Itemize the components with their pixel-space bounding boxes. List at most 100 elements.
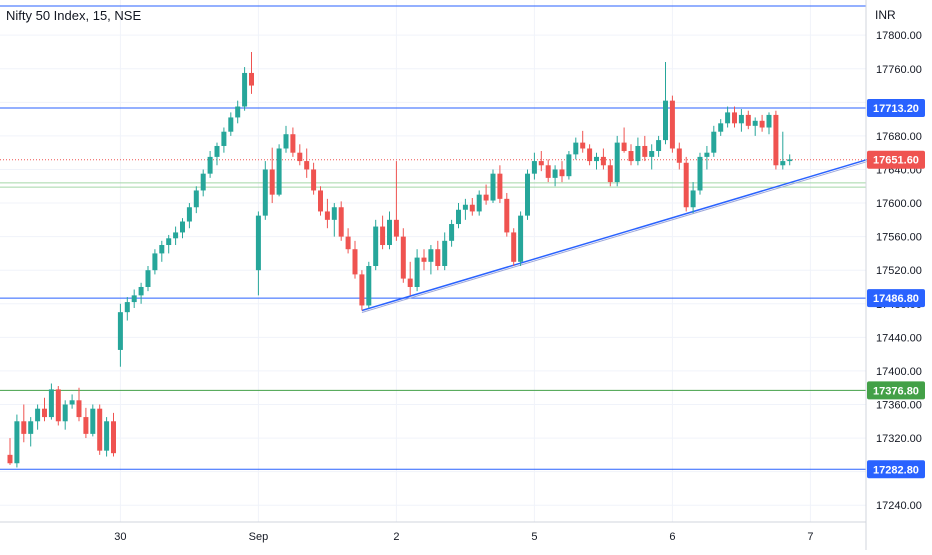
candle-body bbox=[400, 236, 406, 279]
ascending-trendline[interactable] bbox=[361, 156, 876, 312]
candle-body bbox=[545, 165, 551, 178]
candle bbox=[324, 198, 330, 229]
candle bbox=[787, 154, 793, 166]
candle-body bbox=[490, 173, 496, 201]
level-17376-label-bg bbox=[867, 381, 925, 400]
chart-grid bbox=[0, 0, 866, 522]
candle bbox=[359, 270, 365, 311]
candle bbox=[214, 142, 220, 166]
level-17282-label-text: 17282.80 bbox=[873, 464, 919, 476]
candle bbox=[752, 117, 758, 136]
candle bbox=[7, 438, 13, 465]
candle bbox=[766, 112, 772, 135]
candle-body bbox=[580, 142, 586, 149]
candle-body bbox=[131, 295, 137, 303]
candle bbox=[400, 228, 406, 283]
candle bbox=[497, 165, 503, 204]
candle-body bbox=[773, 114, 779, 166]
candle-body bbox=[711, 131, 717, 153]
ascending-trendline-shadow bbox=[361, 158, 876, 313]
currency-label: INR bbox=[875, 8, 896, 22]
chart-title: Nifty 50 Index, 15, NSE bbox=[6, 8, 142, 23]
candle bbox=[725, 106, 731, 128]
candle-body bbox=[669, 100, 675, 149]
x-axis: 30 Sep 2 5 6 7 bbox=[0, 521, 866, 543]
candle bbox=[138, 282, 144, 304]
candle bbox=[297, 144, 303, 166]
candle bbox=[525, 169, 530, 220]
candle bbox=[469, 198, 475, 216]
level-17282-label-bg bbox=[867, 460, 925, 479]
candle bbox=[559, 161, 565, 183]
candle-body bbox=[518, 215, 524, 262]
candle bbox=[676, 142, 682, 170]
candle bbox=[538, 151, 544, 172]
y-tick-label: 17800.00 bbox=[876, 30, 922, 42]
candle bbox=[566, 151, 572, 180]
y-tick-label: 17400.00 bbox=[876, 366, 922, 378]
candle-body bbox=[283, 134, 289, 149]
candle-body bbox=[469, 204, 475, 212]
x-tick-label: 2 bbox=[393, 531, 399, 543]
candle bbox=[221, 127, 227, 153]
candle-body bbox=[311, 169, 317, 191]
candle bbox=[200, 169, 206, 197]
candle-body bbox=[483, 194, 489, 201]
candle bbox=[545, 159, 551, 183]
candle bbox=[531, 152, 537, 180]
candle bbox=[159, 240, 165, 262]
candle-body bbox=[531, 161, 537, 174]
candle bbox=[607, 159, 613, 187]
candle-body bbox=[442, 240, 448, 266]
candle-body bbox=[352, 249, 358, 275]
candle-body bbox=[787, 159, 793, 162]
candle-body bbox=[649, 151, 655, 157]
candle bbox=[490, 169, 496, 204]
candle-body bbox=[690, 190, 696, 208]
candle-body bbox=[780, 161, 786, 166]
candle-body bbox=[304, 161, 310, 170]
candle bbox=[345, 228, 351, 254]
candle-body bbox=[90, 408, 96, 434]
candle bbox=[173, 226, 179, 246]
candle bbox=[69, 394, 75, 409]
candle bbox=[483, 184, 489, 205]
candle-body bbox=[193, 190, 199, 208]
candle-body bbox=[497, 173, 503, 199]
candle bbox=[124, 297, 130, 321]
y-tick-label: 17600.00 bbox=[876, 198, 922, 210]
candle-body bbox=[207, 156, 213, 174]
candle-body bbox=[269, 169, 275, 195]
candles-series bbox=[7, 51, 793, 468]
candle-body bbox=[145, 270, 151, 287]
candle-body bbox=[594, 156, 599, 162]
candle bbox=[449, 219, 455, 247]
candle bbox=[83, 407, 89, 439]
candle-body bbox=[407, 278, 413, 287]
candle-body bbox=[83, 417, 89, 434]
candle-body bbox=[152, 253, 158, 271]
candle bbox=[255, 211, 261, 296]
candle-body bbox=[462, 204, 468, 210]
candle bbox=[428, 245, 434, 275]
candle-body bbox=[656, 140, 662, 152]
candle bbox=[276, 144, 282, 197]
candle bbox=[690, 182, 696, 214]
candle bbox=[711, 125, 717, 157]
candle-body bbox=[663, 100, 668, 141]
candle-body bbox=[359, 274, 365, 306]
candle bbox=[373, 219, 379, 271]
candle-body bbox=[704, 152, 710, 157]
y-tick-label: 17520.00 bbox=[876, 265, 922, 277]
horizontal-levels[interactable] bbox=[0, 5, 866, 470]
candle-body bbox=[235, 106, 241, 118]
candle bbox=[649, 144, 655, 170]
candle bbox=[338, 201, 344, 241]
candle bbox=[48, 383, 54, 420]
trendline-group[interactable] bbox=[361, 156, 876, 313]
candle-body bbox=[62, 404, 68, 422]
candle-body bbox=[117, 312, 123, 350]
candle bbox=[152, 249, 158, 275]
